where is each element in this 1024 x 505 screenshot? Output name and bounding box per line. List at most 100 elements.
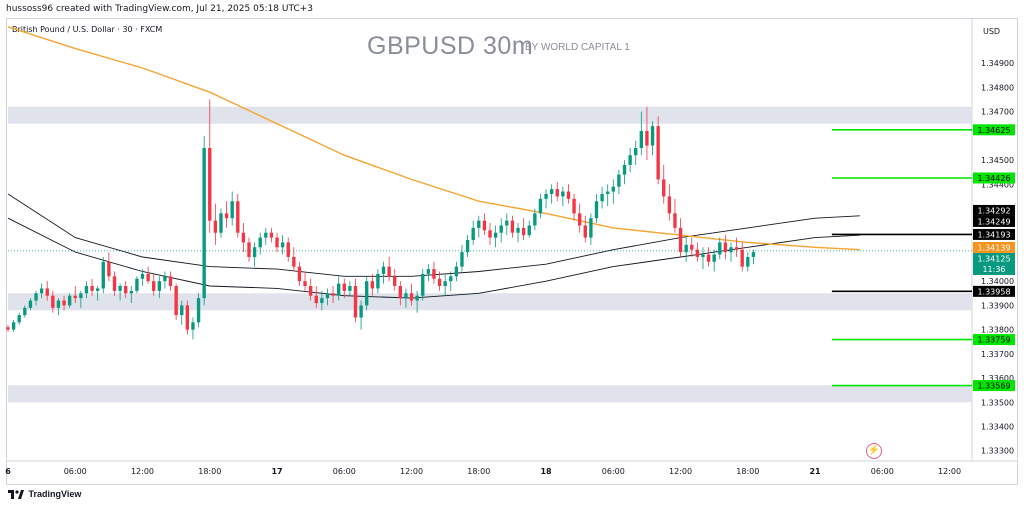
- candle: [342, 278, 346, 299]
- created-by-text: hussoss96 created with TradingView.com, …: [6, 4, 314, 14]
- candle: [684, 237, 688, 262]
- candle-body: [230, 201, 234, 219]
- candle: [6, 324, 10, 333]
- candle-body: [645, 131, 649, 146]
- candle: [84, 281, 89, 299]
- candle-body: [258, 237, 262, 248]
- candle-body: [174, 286, 178, 316]
- candle: [611, 179, 615, 204]
- candle: [230, 191, 234, 226]
- candle: [437, 271, 442, 291]
- price-tag-bg: [973, 242, 1015, 254]
- price-tag: 1.34249: [973, 215, 1015, 227]
- candle-body: [51, 295, 55, 308]
- candle: [718, 237, 722, 260]
- candle-body: [477, 220, 481, 228]
- candle-body: [566, 191, 571, 199]
- tradingview-logo-icon: [8, 490, 24, 500]
- y-tick-label: 1.33500: [981, 398, 1014, 407]
- lightning-icon[interactable]: ⚡: [866, 443, 882, 459]
- candle: [325, 288, 330, 306]
- candle-body: [336, 283, 341, 296]
- candle: [112, 271, 117, 296]
- candle: [678, 218, 683, 257]
- y-tick-label: 1.34400: [981, 180, 1014, 189]
- candle-body: [404, 293, 408, 299]
- candle-body: [118, 286, 122, 291]
- candle-body: [746, 256, 750, 267]
- candle: [488, 223, 492, 245]
- tradingview-logo[interactable]: TradingView: [8, 487, 81, 501]
- symbol-description: British Pound / U.S. Dollar · 30 · FXCM: [12, 25, 163, 34]
- candle: [168, 271, 173, 291]
- candle: [426, 264, 431, 282]
- candle: [583, 215, 587, 243]
- candle-body: [628, 155, 632, 165]
- candle-body: [79, 293, 83, 299]
- x-tick-label: 12:00: [400, 467, 423, 476]
- candle: [28, 298, 33, 311]
- price-tag: 1.33958: [973, 285, 1015, 297]
- candle-body: [393, 276, 397, 287]
- candle: [264, 227, 268, 245]
- candle-body: [180, 305, 184, 316]
- candle: [45, 281, 49, 301]
- candle-body: [493, 232, 498, 238]
- candle-body: [634, 147, 638, 156]
- price-tag-bg: [973, 334, 1015, 346]
- candle-body: [381, 266, 386, 274]
- candle-body: [84, 286, 89, 294]
- price-tag-bg: [973, 285, 1015, 297]
- candle: [163, 271, 167, 289]
- candle-body: [359, 305, 363, 318]
- price-tag-label: 1.34249: [977, 217, 1010, 226]
- candle: [62, 295, 66, 311]
- candle-body: [471, 227, 475, 240]
- candle: [180, 300, 184, 325]
- price-tag: 1.33569: [973, 380, 1015, 392]
- price-tag: 1.34193: [973, 228, 1015, 240]
- price-tag-label: 1.34625: [977, 126, 1010, 135]
- candle-body: [308, 286, 313, 296]
- candle: [751, 249, 756, 265]
- x-tick-label: 06:00: [333, 467, 356, 476]
- candle-body: [34, 293, 38, 301]
- candle: [454, 261, 459, 282]
- candle: [247, 237, 251, 262]
- candle: [404, 288, 408, 308]
- x-tick-label: 12:00: [938, 467, 961, 476]
- candle: [236, 193, 240, 238]
- candle: [723, 235, 728, 260]
- price-tag-bg: [973, 228, 1015, 240]
- countdown-label: 11:36: [982, 265, 1005, 274]
- candle-body: [443, 281, 447, 287]
- candle-body: [236, 201, 240, 233]
- candle-body: [135, 278, 139, 291]
- y-tick-label: 1.33900: [981, 301, 1014, 310]
- candle: [701, 247, 705, 270]
- candle-body: [734, 247, 739, 250]
- candle: [421, 269, 425, 301]
- x-tick-label: 21: [809, 467, 821, 476]
- price-tag: 1.34625: [973, 124, 1015, 136]
- x-tick-label: 17: [271, 467, 282, 476]
- candle-body: [606, 191, 610, 194]
- candle: [729, 242, 733, 262]
- candle-body: [516, 227, 520, 233]
- candle: [269, 227, 274, 243]
- candle: [51, 290, 55, 313]
- candle-body: [650, 126, 655, 146]
- candle-body: [437, 278, 442, 287]
- price-tag: 1.33759: [973, 334, 1015, 346]
- candle-body: [572, 198, 576, 214]
- candle: [90, 278, 94, 296]
- candle-body: [583, 225, 587, 238]
- candle-body: [656, 126, 660, 180]
- candle-body: [73, 295, 77, 299]
- y-tick-label: 1.33300: [981, 447, 1014, 456]
- candle-body: [460, 252, 464, 267]
- candle: [549, 184, 554, 204]
- x-tick-label: 12:00: [131, 467, 154, 476]
- candle: [482, 213, 487, 236]
